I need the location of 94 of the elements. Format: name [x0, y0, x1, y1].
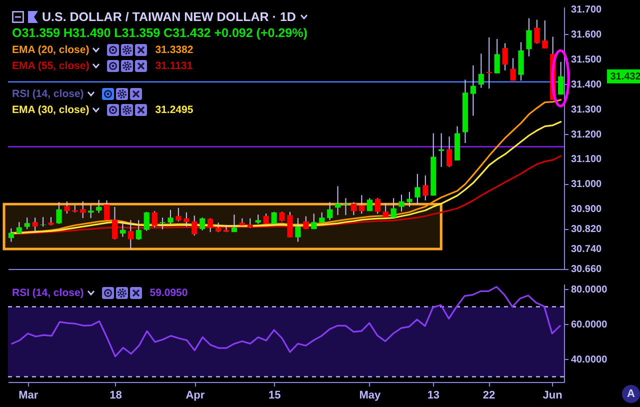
candlestick	[200, 217, 206, 231]
text: EMA (30, close)	[12, 104, 90, 116]
y-tick-label: 31.700	[571, 4, 602, 16]
candlestick	[334, 186, 341, 216]
candlestick	[287, 211, 293, 238]
candlestick	[303, 216, 309, 230]
candlestick	[8, 228, 14, 242]
candlestick	[542, 20, 548, 49]
y-tick-label: 30.740	[571, 244, 602, 256]
candlestick	[216, 222, 222, 233]
candlestick	[16, 222, 22, 234]
line-series	[11, 286, 561, 358]
candlestick	[446, 136, 452, 168]
annotation: 59.0950	[150, 287, 188, 299]
text: O31.359 H31.490 L31.359 C31.432 +0.092 (+0.29%)	[12, 25, 308, 42]
candlestick	[231, 214, 238, 233]
x-tick-label: 13	[427, 390, 440, 402]
candlestick	[382, 203, 388, 218]
y-tick-label: 31.100	[571, 154, 602, 166]
candlestick	[56, 202, 62, 224]
candlestick	[502, 42, 508, 71]
candlestick	[510, 58, 516, 82]
candlestick	[494, 38, 500, 74]
candlestick	[184, 212, 190, 228]
x-tick-label: Apr	[186, 390, 206, 402]
text: EMA (55, close)	[12, 60, 90, 72]
y-tick-label: 31.400	[571, 79, 602, 90]
candlestick	[208, 218, 214, 233]
x-tick-label: 15	[268, 390, 281, 402]
annotation: RSI (14, close)	[12, 88, 84, 100]
candlestick	[406, 191, 412, 208]
x-tick-label: Jun	[542, 390, 563, 402]
candlestick	[247, 218, 253, 228]
candlestick	[168, 209, 174, 224]
candlestick	[526, 18, 532, 57]
annotation: 31.1131	[155, 60, 193, 72]
annotation: 31.2495	[155, 104, 194, 116]
text: RSI (14, close)	[12, 287, 84, 299]
candlestick	[88, 204, 94, 219]
x-tick-label: Mar	[18, 390, 39, 402]
candlestick	[160, 217, 166, 230]
chart-title: U.S. DOLLAR / TAIWAN NEW DOLLAR · 1D	[42, 10, 296, 24]
candlestick	[390, 198, 396, 219]
candlestick	[398, 194, 404, 212]
x-tick-label: 22	[482, 390, 496, 402]
candlestick	[104, 200, 110, 222]
candlestick	[263, 213, 269, 226]
candlestick	[96, 199, 102, 214]
y-tick-label: 60.0000	[571, 319, 608, 330]
x-tick-label: 18	[110, 390, 122, 402]
y-tick-label: 30.900	[571, 204, 602, 216]
x-tick-label: May	[359, 390, 382, 402]
y-tick-label: 31.600	[571, 29, 602, 40]
candlestick	[128, 220, 134, 250]
candlestick	[358, 194, 364, 214]
y-tick-label: 31.500	[571, 54, 602, 66]
y-tick-label: 31.000	[571, 179, 602, 190]
candlestick	[32, 217, 38, 234]
y-tick-label: 31.300	[571, 104, 602, 116]
text: 31.432	[610, 71, 640, 82]
candlestick	[295, 218, 301, 242]
candlestick	[422, 174, 428, 201]
y-tick-label: 30.820	[571, 224, 602, 236]
text: EMA (20, close)	[12, 44, 90, 56]
candlestick	[152, 210, 158, 228]
candlestick	[64, 200, 70, 214]
y-tick-label: 31.200	[571, 129, 602, 140]
candlestick	[414, 173, 420, 205]
candlestick	[40, 216, 46, 228]
y-tick-label: 40.0000	[571, 354, 608, 366]
candlestick	[311, 213, 317, 230]
candlestick	[255, 214, 261, 224]
candlestick	[279, 211, 285, 222]
y-tick-label: 80.0000	[571, 284, 608, 296]
candlestick	[438, 132, 444, 168]
candlestick	[136, 220, 142, 240]
candlestick	[478, 53, 484, 88]
candlestick	[366, 198, 372, 212]
candlestick	[350, 202, 356, 216]
candlestick	[120, 220, 126, 238]
candlestick	[342, 198, 349, 216]
candlestick	[271, 211, 277, 226]
candlestick	[327, 202, 333, 221]
candlestick	[534, 19, 540, 44]
candlestick	[80, 200, 86, 219]
candlestick	[176, 207, 182, 222]
candlestick	[24, 217, 30, 230]
candlestick	[374, 198, 380, 214]
candlestick	[470, 64, 476, 116]
candlestick	[144, 211, 150, 232]
y-tick-label: 30.660	[571, 264, 602, 275]
annotation: 31.3382	[155, 44, 194, 56]
candlestick	[192, 215, 198, 236]
candlestick	[112, 206, 118, 240]
